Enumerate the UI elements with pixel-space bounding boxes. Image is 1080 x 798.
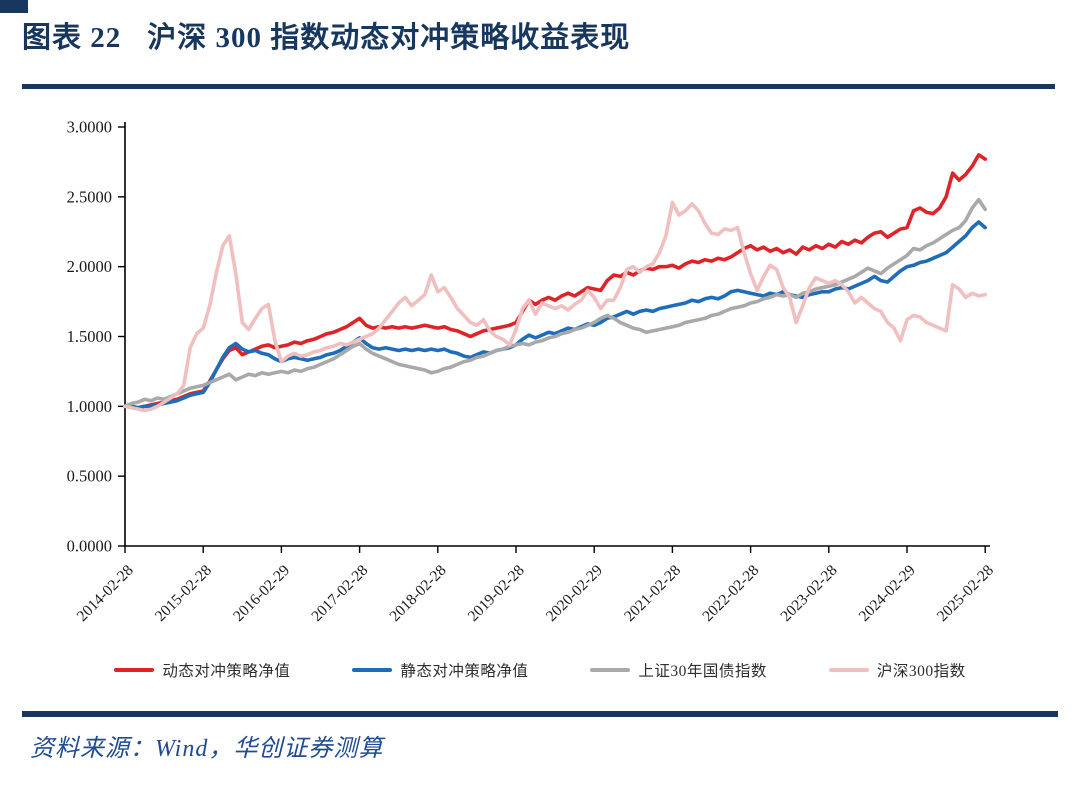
legend-label: 沪深300指数 xyxy=(876,663,966,680)
line-chart: 0.0000 0.5000 1.0000 1.5000 2.0000 2.5000 3.00… xyxy=(67,117,998,625)
x-tick-label: 2018-02-28 xyxy=(386,562,449,625)
x-tick-label: 2020-02-29 xyxy=(543,562,606,625)
gray-line-swatch-icon xyxy=(590,668,631,672)
line-chart-area: 0.0000 0.5000 1.0000 1.5000 2.0000 2.5000 3.00… xyxy=(0,90,1080,640)
y-tick-label: 0.5000 xyxy=(67,467,112,486)
figure-title-text: 沪深 300 指数动态对冲策略收益表现 xyxy=(147,22,631,54)
legend-label: 动态对冲策略净值 xyxy=(162,663,291,680)
y-tick-label: 2.0000 xyxy=(67,257,112,276)
x-tick-label: 2017-02-28 xyxy=(308,562,371,625)
red-line-swatch-icon xyxy=(114,668,155,672)
legend-label: 静态对冲策略净值 xyxy=(400,663,529,680)
series-line-0 xyxy=(123,153,988,410)
x-tick-label: 2022-02-28 xyxy=(699,562,762,625)
legend-item-dynamic-hedge: 动态对冲策略净值 xyxy=(114,659,290,681)
x-tick-label: 2024-02-29 xyxy=(856,562,919,625)
series-line-3 xyxy=(123,200,988,413)
x-tick-label: 2015-02-28 xyxy=(152,562,215,625)
title-divider-rule xyxy=(22,84,1055,89)
chart-legend: 动态对冲策略净值 静态对冲策略净值 上证30年国债指数 沪深300指数 xyxy=(0,655,1080,685)
source-note: 资料来源：Wind，华创证券测算 xyxy=(30,736,384,762)
page-corner-mark xyxy=(0,0,28,13)
y-tick-label: 3.0000 xyxy=(67,117,112,136)
y-tick-label: 2.5000 xyxy=(67,187,112,206)
y-tick-label: 1.5000 xyxy=(67,327,112,346)
x-tick-label: 2025-02-28 xyxy=(934,562,997,625)
series-line-2 xyxy=(123,197,988,409)
figure-title: 图表 22 沪深 300 指数动态对冲策略收益表现 xyxy=(22,14,1056,56)
y-tick-label: 0.0000 xyxy=(67,537,112,556)
x-tick-label: 2021-02-28 xyxy=(621,562,684,625)
x-tick-label: 2014-02-28 xyxy=(74,562,137,625)
x-tick-label: 2023-02-28 xyxy=(777,562,840,625)
pink-line-swatch-icon xyxy=(828,668,869,672)
bottom-divider-rule xyxy=(22,711,1058,717)
legend-item-static-hedge: 静态对冲策略净值 xyxy=(352,659,528,681)
series-line-1 xyxy=(123,220,988,410)
legend-item-csi300-index: 沪深300指数 xyxy=(828,659,966,681)
legend-label: 上证30年国债指数 xyxy=(638,663,767,680)
figure-title-prefix: 图表 22 xyxy=(22,22,122,54)
blue-line-swatch-icon xyxy=(352,668,393,672)
x-tick-label: 2016-02-29 xyxy=(230,562,293,625)
y-tick-label: 1.0000 xyxy=(67,397,112,416)
legend-item-treasury-index: 上证30年国债指数 xyxy=(590,659,767,681)
x-tick-label: 2019-02-28 xyxy=(465,562,528,625)
